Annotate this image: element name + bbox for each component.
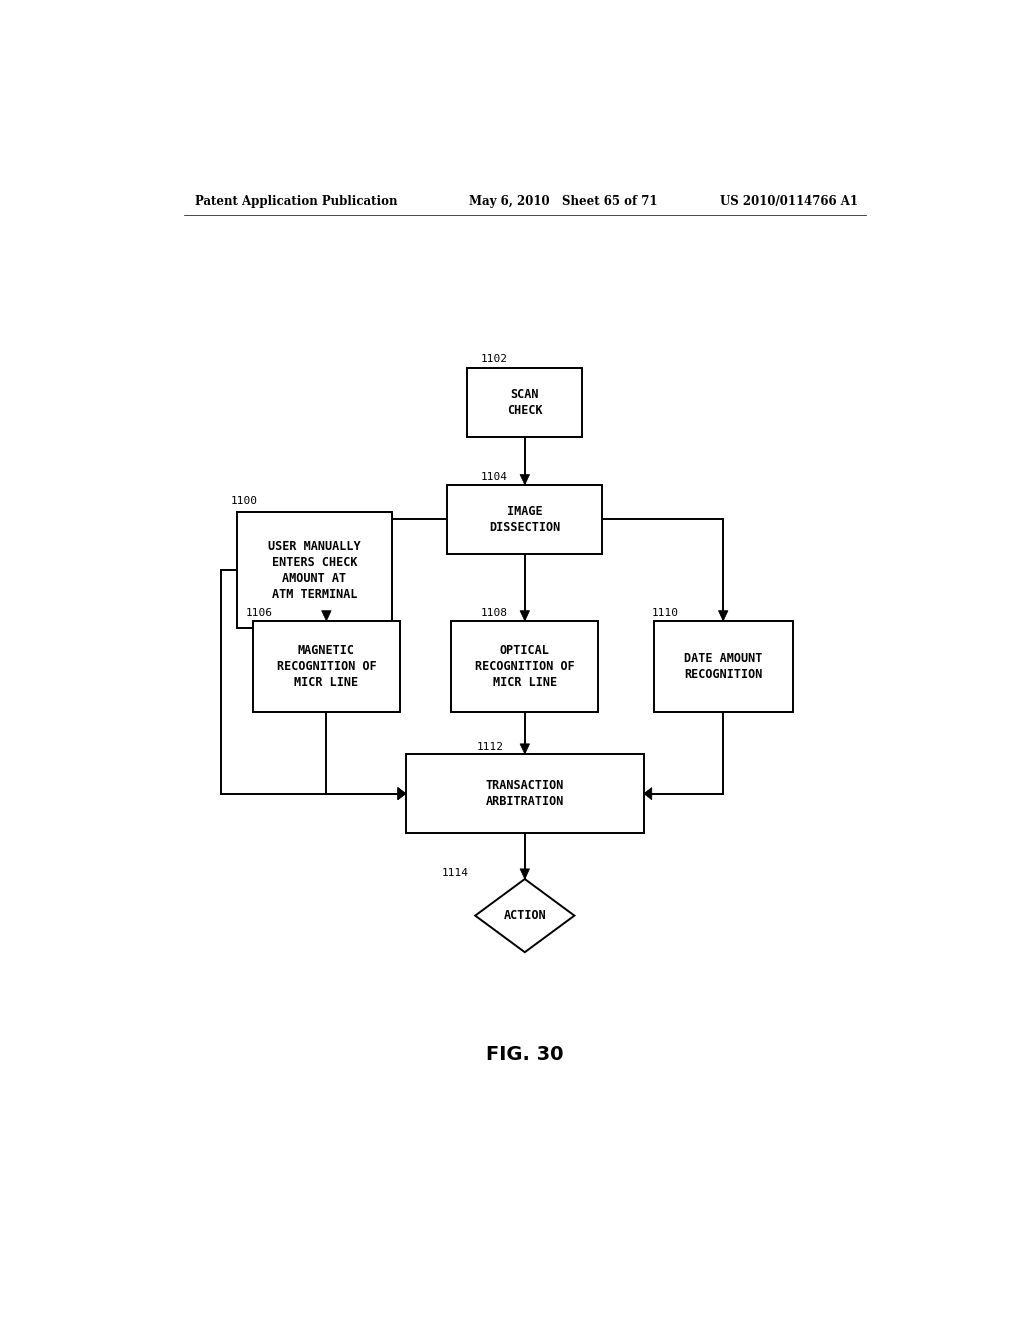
Polygon shape [719,611,728,620]
Text: Patent Application Publication: Patent Application Publication [196,194,398,207]
Polygon shape [475,879,574,952]
Polygon shape [520,474,529,484]
FancyBboxPatch shape [452,620,598,713]
Text: US 2010/0114766 A1: US 2010/0114766 A1 [720,194,858,207]
Text: 1100: 1100 [231,496,258,506]
Text: MAGNETIC
RECOGNITION OF
MICR LINE: MAGNETIC RECOGNITION OF MICR LINE [276,644,376,689]
FancyBboxPatch shape [653,620,793,713]
Text: TRANSACTION
ARBITRATION: TRANSACTION ARBITRATION [485,779,564,808]
Text: FIG. 30: FIG. 30 [486,1045,563,1064]
Text: ACTION: ACTION [504,909,546,923]
Text: 1108: 1108 [481,607,508,618]
Text: 1110: 1110 [652,607,679,618]
Text: 1102: 1102 [481,354,508,364]
FancyBboxPatch shape [238,512,392,628]
Text: 1104: 1104 [481,471,508,482]
Text: May 6, 2010   Sheet 65 of 71: May 6, 2010 Sheet 65 of 71 [469,194,657,207]
Polygon shape [520,869,529,879]
Text: IMAGE
DISSECTION: IMAGE DISSECTION [489,504,560,533]
Polygon shape [644,788,652,800]
FancyBboxPatch shape [447,484,602,554]
Text: DATE AMOUNT
RECOGNITION: DATE AMOUNT RECOGNITION [684,652,763,681]
Text: USER MANUALLY
ENTERS CHECK
AMOUNT AT
ATM TERMINAL: USER MANUALLY ENTERS CHECK AMOUNT AT ATM… [268,540,360,601]
FancyBboxPatch shape [406,754,644,833]
FancyBboxPatch shape [253,620,399,713]
Text: OPTICAL
RECOGNITION OF
MICR LINE: OPTICAL RECOGNITION OF MICR LINE [475,644,574,689]
FancyBboxPatch shape [467,368,583,437]
Polygon shape [397,788,406,800]
Text: 1112: 1112 [477,742,504,752]
Text: 1106: 1106 [246,607,272,618]
Polygon shape [322,611,331,620]
Polygon shape [520,744,529,754]
Text: SCAN
CHECK: SCAN CHECK [507,388,543,417]
Polygon shape [520,611,529,620]
Text: 1114: 1114 [441,869,468,878]
Polygon shape [397,788,406,800]
